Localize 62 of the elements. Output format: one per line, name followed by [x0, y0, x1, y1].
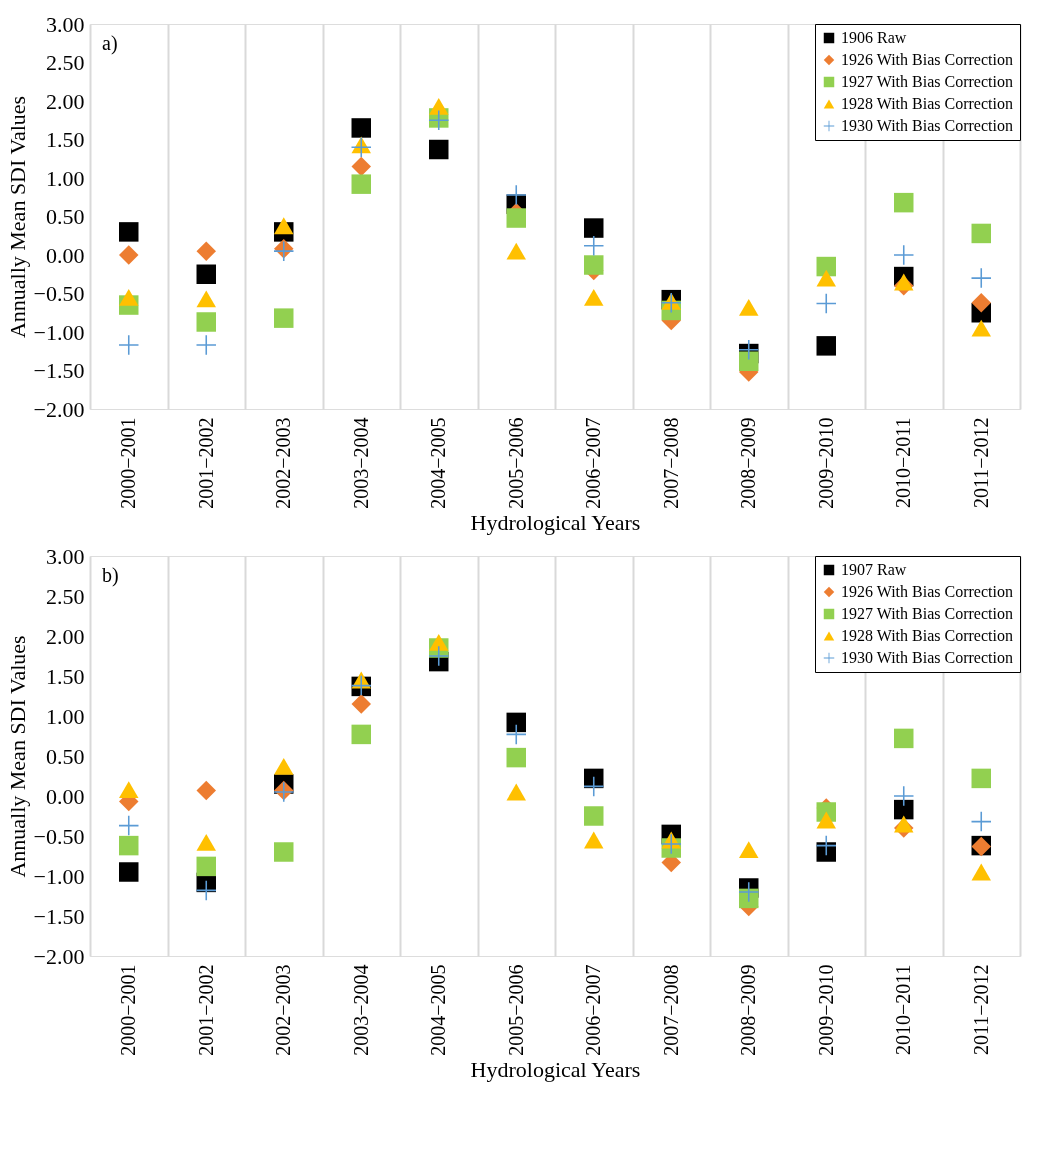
legend-label: 1926 With Bias Correction [841, 583, 1013, 600]
x-tick-label: 2003−2004 [349, 964, 372, 1056]
y-axis-title: Annually Mean SDI Values [4, 95, 30, 339]
y-tick-label: 0.50 [46, 743, 85, 769]
x-tick-label: 2005−2006 [504, 417, 527, 509]
y-tick-label: 2.00 [46, 88, 85, 114]
y-tick-label: 1.50 [46, 663, 85, 689]
x-tick-label: 2002−2003 [272, 964, 295, 1056]
y-tick-label: −1.00 [33, 863, 85, 889]
x-tick-label: 2010−2011 [892, 417, 915, 509]
x-tick-label: 2011−2012 [969, 417, 992, 509]
x-tick-label: 2011−2012 [969, 964, 992, 1056]
legend-label: 1927 With Bias Correction [841, 73, 1013, 90]
x-tick-label: 2002−2003 [272, 417, 295, 509]
legend-label: 1930 With Bias Correction [841, 117, 1013, 134]
y-axis-title: Annually Mean SDI Values [4, 635, 30, 878]
y-tick-label: 3.00 [46, 11, 85, 37]
y-tick-label: 2.50 [46, 50, 85, 75]
x-tick-label: 2009−2010 [814, 964, 837, 1056]
y-tick-label: −1.00 [33, 319, 85, 345]
legend-label: 1930 With Bias Correction [841, 649, 1013, 666]
y-tick-label: 1.00 [46, 165, 85, 191]
x-tick-label: 2007−2008 [659, 964, 682, 1056]
y-tick-label: 1.00 [46, 703, 85, 729]
y-tick-label: −0.50 [33, 823, 85, 849]
y-tick-label: −0.50 [33, 281, 85, 306]
legend-label: 1928 With Bias Correction [841, 627, 1013, 644]
x-axis-title: Hydrological Years [470, 1056, 641, 1082]
y-tick-label: 0.00 [46, 783, 85, 809]
x-tick-label: 2000−2001 [117, 417, 140, 509]
y-tick-label: 1.50 [46, 127, 85, 152]
y-tick-label: −2.00 [33, 943, 85, 969]
y-tick-label: 0.00 [46, 242, 85, 268]
legend-label: 1928 With Bias Correction [841, 95, 1013, 112]
x-tick-label: 2007−2008 [659, 417, 682, 509]
legend-label: 1906 Raw [841, 29, 907, 46]
x-tick-label: 2003−2004 [349, 417, 372, 509]
y-tick-label: 2.50 [46, 583, 85, 609]
x-tick-label: 2004−2005 [427, 417, 450, 509]
y-tick-label: −1.50 [33, 903, 85, 929]
x-tick-label: 2005−2006 [504, 964, 527, 1056]
annotation: b) [102, 564, 119, 587]
y-tick-label: 0.50 [46, 204, 85, 229]
x-tick-label: 2009−2010 [814, 417, 837, 509]
y-tick-label: 3.00 [46, 543, 85, 569]
x-axis-title: Hydrological Years [470, 509, 641, 535]
x-tick-label: 2004−2005 [427, 964, 450, 1056]
legend-label: 1907 Raw [841, 561, 907, 578]
x-tick-label: 2000−2001 [117, 964, 140, 1056]
x-tick-label: 2006−2007 [582, 417, 605, 509]
x-tick-label: 2001−2002 [194, 964, 217, 1056]
y-tick-label: −2.00 [33, 396, 85, 422]
x-tick-label: 2010−2011 [892, 964, 915, 1056]
annotation: a) [102, 32, 118, 55]
x-tick-label: 2008−2009 [737, 964, 760, 1056]
x-tick-label: 2001−2002 [194, 417, 217, 509]
x-tick-label: 2008−2009 [737, 417, 760, 509]
legend-label: 1926 With Bias Correction [841, 51, 1013, 68]
y-tick-label: −1.50 [33, 358, 85, 383]
legend-label: 1927 With Bias Correction [841, 605, 1013, 622]
y-tick-label: 2.00 [46, 623, 85, 649]
x-tick-label: 2006−2007 [582, 964, 605, 1056]
